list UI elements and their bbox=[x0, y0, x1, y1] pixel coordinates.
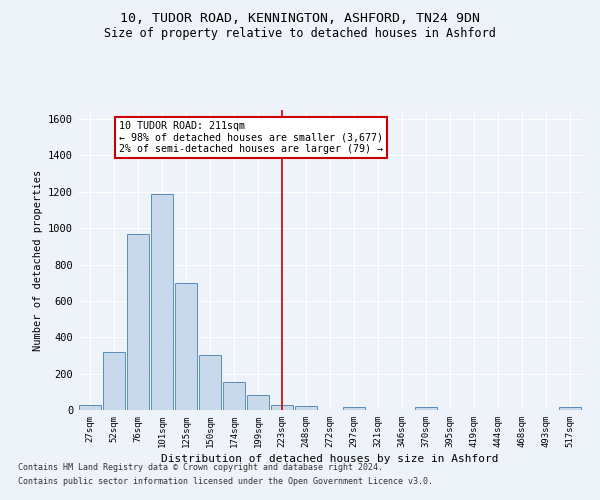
Bar bbox=[559, 408, 581, 410]
Text: 10, TUDOR ROAD, KENNINGTON, ASHFORD, TN24 9DN: 10, TUDOR ROAD, KENNINGTON, ASHFORD, TN2… bbox=[120, 12, 480, 26]
Text: 10 TUDOR ROAD: 211sqm
← 98% of detached houses are smaller (3,677)
2% of semi-de: 10 TUDOR ROAD: 211sqm ← 98% of detached … bbox=[119, 121, 383, 154]
Text: Contains HM Land Registry data © Crown copyright and database right 2024.: Contains HM Land Registry data © Crown c… bbox=[18, 464, 383, 472]
Bar bbox=[343, 408, 365, 410]
X-axis label: Distribution of detached houses by size in Ashford: Distribution of detached houses by size … bbox=[161, 454, 499, 464]
Bar bbox=[199, 356, 221, 410]
Bar bbox=[223, 382, 245, 410]
Text: Contains public sector information licensed under the Open Government Licence v3: Contains public sector information licen… bbox=[18, 477, 433, 486]
Bar bbox=[79, 406, 101, 410]
Bar bbox=[151, 194, 173, 410]
Bar bbox=[271, 406, 293, 410]
Y-axis label: Number of detached properties: Number of detached properties bbox=[32, 170, 43, 350]
Bar bbox=[415, 408, 437, 410]
Bar bbox=[103, 352, 125, 410]
Bar bbox=[295, 406, 317, 410]
Bar bbox=[175, 282, 197, 410]
Bar bbox=[127, 234, 149, 410]
Text: Size of property relative to detached houses in Ashford: Size of property relative to detached ho… bbox=[104, 28, 496, 40]
Bar bbox=[247, 396, 269, 410]
